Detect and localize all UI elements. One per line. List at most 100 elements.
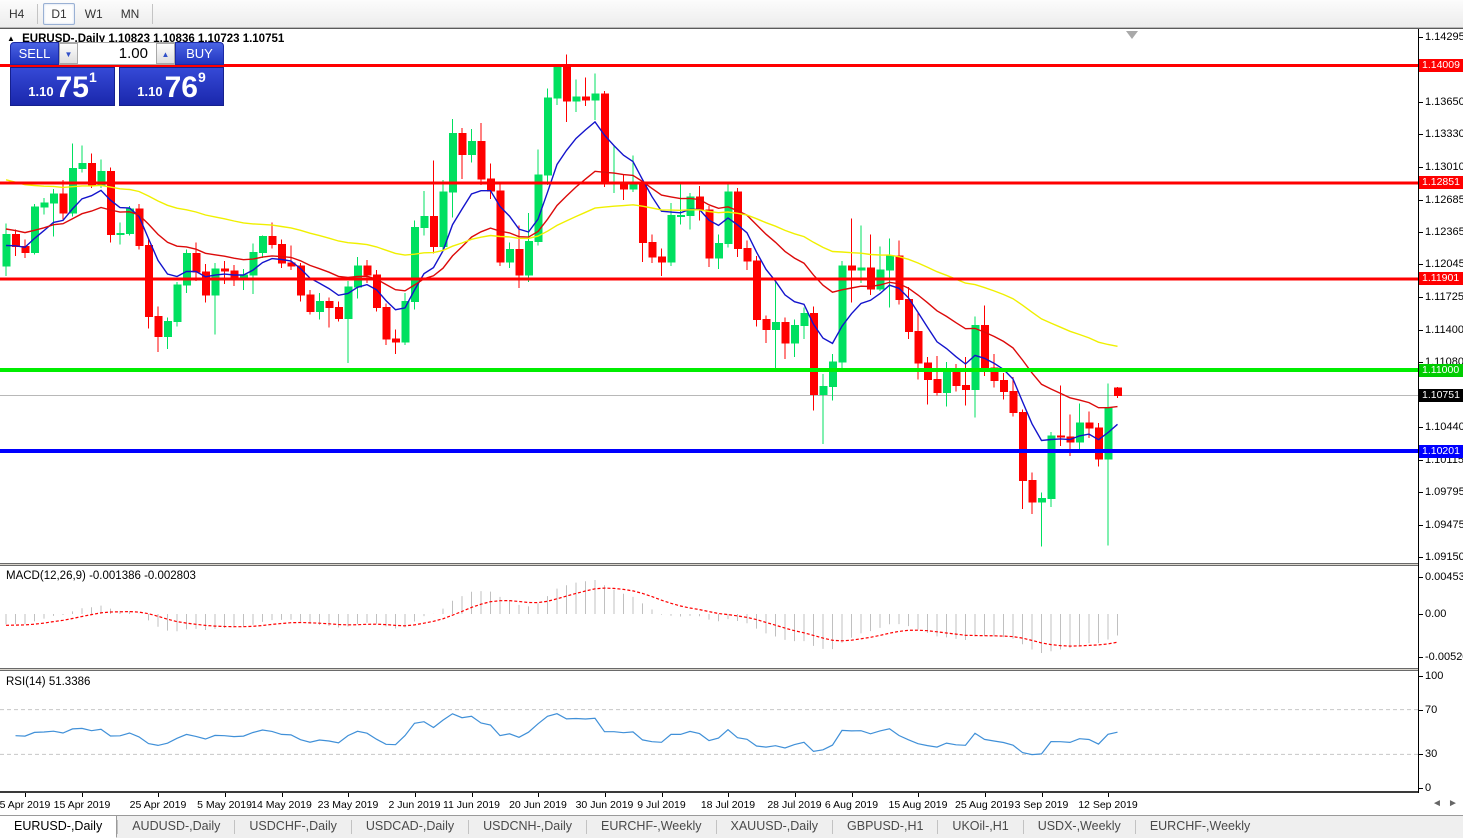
date-axis-label: 25 Apr 2019 — [129, 799, 187, 811]
date-axis-tick — [281, 793, 283, 797]
date-axis-label: 28 Jul 2019 — [767, 799, 822, 811]
date-axis-tick — [82, 793, 83, 797]
sell-price-display[interactable]: 1.10 75 1 — [10, 67, 115, 106]
date-axis-tick — [918, 793, 919, 797]
tab-separator — [468, 820, 470, 834]
timeframe-h4-button[interactable]: H4 — [9, 6, 25, 21]
price-axis-tick — [1419, 232, 1423, 233]
date-axis-label: 12 Sep 2019 — [1078, 799, 1138, 811]
timeframe-d1-button[interactable]: D1 — [43, 2, 75, 25]
price-axis-tick — [1419, 264, 1423, 265]
volume-decrease-button[interactable]: ▼ — [59, 43, 78, 64]
price-axis-tick — [1419, 330, 1423, 331]
chart-tab-eurusd-daily[interactable]: EURUSD-,Daily — [0, 816, 118, 838]
macd-axis-label: -0.005205 — [1425, 651, 1463, 663]
date-axis-tick — [661, 793, 663, 797]
chart-tab-eurchf-weekly[interactable]: EURCHF-,Weekly — [601, 819, 702, 833]
price-level-badge: 1.12851 — [1419, 176, 1463, 189]
price-level-badge: 1.10751 — [1419, 389, 1463, 402]
price-axis[interactable] — [1418, 29, 1463, 793]
macd-axis-tick — [1419, 657, 1423, 658]
buy-button[interactable]: BUY — [175, 42, 224, 65]
toolbar-separator — [37, 3, 39, 24]
tab-separator — [117, 820, 119, 834]
timeframe-toolbar: H4 D1 W1 MN — [0, 0, 1463, 28]
date-axis-tick — [25, 793, 26, 797]
rsi-indicator-area[interactable] — [0, 671, 1418, 791]
date-axis-tick — [224, 793, 226, 797]
price-axis-label: 1.13330 — [1425, 128, 1463, 140]
price-axis-tick — [1419, 102, 1423, 103]
date-axis-label: 30 Jun 2019 — [575, 799, 634, 811]
chart-tab-usdcad-daily[interactable]: USDCAD-,Daily — [365, 819, 455, 833]
chart-tab-audusd-daily[interactable]: AUDUSD-,Daily — [132, 819, 221, 833]
chart-shift-marker-icon[interactable] — [1126, 31, 1138, 39]
volume-spinner: ▼ ▲ — [59, 42, 175, 65]
date-axis-tick — [414, 793, 416, 797]
buy-price-main: 76 — [164, 71, 198, 104]
tab-separator — [1134, 820, 1136, 834]
date-axis-tick — [604, 793, 606, 797]
collapse-panel-icon[interactable]: ▲ — [7, 34, 15, 43]
chart-tab-bar: EURUSD-,Daily AUDUSD-,Daily USDCHF-,Daily U… — [0, 815, 1463, 838]
volume-input[interactable] — [78, 43, 156, 64]
date-axis[interactable]: ◄ ► 5 Apr 2019 15 Apr 2019 25 Apr 2019 5 Ma… — [0, 793, 1463, 815]
one-click-trading-panel: SELL ▼ ▲ BUY 1.10 75 1 1.10 76 9 — [10, 42, 224, 106]
chart-tab-usdcnh-daily[interactable]: USDCNH-,Daily — [483, 819, 573, 833]
price-axis-tick — [1419, 460, 1423, 461]
macd-indicator-label: MACD(12,26,9) -0.001386 -0.002803 — [6, 570, 196, 582]
price-axis-label: 1.09150 — [1425, 551, 1463, 563]
macd-axis-tick — [1419, 577, 1423, 578]
price-axis-tick — [1419, 134, 1423, 135]
chart-window-top-border — [0, 28, 1463, 29]
macd-axis-label: 0.00 — [1425, 608, 1447, 620]
price-axis-tick — [1419, 427, 1423, 428]
tab-separator — [937, 820, 939, 834]
price-axis-tick — [1419, 167, 1423, 168]
timeframe-mn-button[interactable]: MN — [120, 6, 140, 21]
main-chart-area[interactable] — [0, 29, 1418, 563]
date-axis-tick — [158, 793, 159, 797]
tab-separator — [234, 820, 236, 834]
rsi-indicator-label: RSI(14) 51.3386 — [6, 676, 91, 688]
chart-tab-xauusd-daily[interactable]: XAUUSD-,Daily — [730, 819, 819, 833]
date-axis-tick — [1108, 793, 1109, 797]
date-axis-label: 6 Aug 2019 — [824, 799, 879, 811]
tab-separator — [350, 820, 352, 834]
macd-indicator-area[interactable] — [0, 566, 1418, 668]
price-axis-label: 1.12685 — [1425, 194, 1463, 206]
chart-tab-gbpusd-h1[interactable]: GBPUSD-,H1 — [847, 819, 924, 833]
panel-splitter[interactable] — [0, 563, 1463, 566]
rsi-axis-label: 70 — [1425, 704, 1438, 716]
date-axis-label: 14 May 2019 — [251, 799, 312, 811]
sell-price-prefix: 1.10 — [28, 84, 54, 99]
scroll-right-icon[interactable]: ► — [1448, 798, 1458, 809]
chart-bottom-border — [0, 791, 1463, 793]
rsi-axis-tick — [1419, 710, 1423, 711]
buy-price-display[interactable]: 1.10 76 9 — [119, 67, 224, 106]
date-axis-label: 3 Sep 2019 — [1014, 799, 1069, 811]
chart-tab-usdchf-daily[interactable]: USDCHF-,Daily — [249, 819, 337, 833]
price-axis-tick — [1419, 200, 1423, 201]
buy-price-prefix: 1.10 — [137, 84, 163, 99]
volume-increase-button[interactable]: ▲ — [156, 43, 175, 64]
sell-price-main: 75 — [55, 71, 89, 104]
rsi-axis-label: 30 — [1425, 748, 1438, 760]
chart-tab-eurchf-weekly[interactable]: EURCHF-,Weekly — [1149, 819, 1251, 833]
price-axis-label: 1.12365 — [1425, 226, 1463, 238]
price-axis-label: 1.14295 — [1425, 31, 1463, 43]
timeframe-w1-button[interactable]: W1 — [84, 6, 103, 21]
panel-splitter[interactable] — [0, 668, 1463, 671]
rsi-axis-tick — [1419, 676, 1423, 677]
chart-tab-ukoil-h1[interactable]: UKOil-,H1 — [952, 819, 1009, 833]
date-axis-label: 25 Aug 2019 — [955, 799, 1014, 811]
sell-button[interactable]: SELL — [10, 42, 59, 65]
chart-tab-usdx-weekly[interactable]: USDX-,Weekly — [1037, 819, 1121, 833]
price-axis-tick — [1419, 492, 1423, 493]
price-axis-tick — [1419, 525, 1423, 526]
scroll-left-icon[interactable]: ◄ — [1432, 798, 1442, 809]
macd-axis-tick — [1419, 614, 1423, 615]
price-axis-label: 1.12045 — [1425, 258, 1463, 270]
date-axis-label: 5 May 2019 — [197, 799, 252, 811]
date-axis-label: 5 Apr 2019 — [0, 799, 51, 811]
